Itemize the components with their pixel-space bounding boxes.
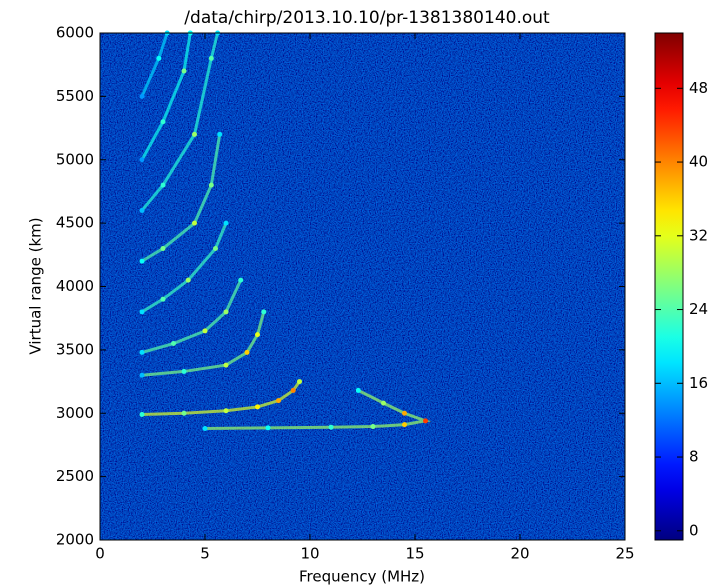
echo-point <box>139 207 145 213</box>
y-tick-label: 4500 <box>56 214 94 232</box>
colorbar-tick-label: 40 <box>689 153 708 171</box>
colorbar-tick-label: 8 <box>689 448 699 466</box>
echo-point <box>402 422 407 428</box>
x-tick-label: 0 <box>95 545 105 563</box>
echo-point <box>160 182 166 188</box>
y-tick-label: 2500 <box>56 467 94 485</box>
echo-point <box>139 157 145 163</box>
echo-point <box>171 341 176 347</box>
x-tick-label: 25 <box>615 545 634 563</box>
chart-title: /data/chirp/2013.10.10/pr-1381380140.out <box>184 8 550 28</box>
echo-point <box>160 119 166 125</box>
echo-point <box>255 404 260 410</box>
echo-point <box>297 379 302 385</box>
echo-point <box>139 93 145 99</box>
echo-point <box>223 220 229 226</box>
x-axis-label: Frequency (MHz) <box>299 568 425 586</box>
echo-trace <box>140 32 192 161</box>
colorbar-tick-label: 16 <box>689 374 708 392</box>
y-tick-label: 4000 <box>56 277 94 295</box>
echo-point <box>276 398 281 404</box>
echo-point <box>139 372 145 378</box>
echo-point <box>290 387 296 393</box>
x-tick-label: 15 <box>405 545 424 563</box>
echo-trace <box>141 311 266 377</box>
x-tick-label: 5 <box>200 545 210 563</box>
echo-point <box>265 425 271 431</box>
echo-point <box>156 55 162 61</box>
y-tick-label: 6000 <box>56 24 94 42</box>
echo-point <box>185 277 191 283</box>
y-tick-label: 5500 <box>56 87 94 105</box>
echo-point <box>139 309 145 315</box>
colorbar-tick-label: 24 <box>689 300 708 318</box>
colorbar-tick-label: 48 <box>689 79 708 97</box>
echo-point <box>181 68 187 74</box>
echo-point <box>139 258 145 264</box>
echo-point <box>192 220 197 226</box>
colorbar <box>654 32 684 541</box>
noise-texture <box>100 33 625 540</box>
echo-point <box>202 425 208 431</box>
echo-point <box>217 131 223 137</box>
echo-point <box>160 245 166 251</box>
echo-point <box>328 424 334 430</box>
y-tick-label: 2000 <box>56 531 94 549</box>
echo-point <box>223 309 229 315</box>
x-tick-label: 10 <box>300 545 319 563</box>
echo-point <box>192 131 197 137</box>
colorbar-tick-label: 32 <box>689 226 708 244</box>
echo-point <box>244 349 250 355</box>
echo-point <box>208 55 214 61</box>
echo-point <box>355 387 361 393</box>
x-tick-label: 20 <box>510 545 529 563</box>
echo-point <box>213 245 218 251</box>
echo-point <box>160 296 166 302</box>
echo-point <box>423 418 428 424</box>
echo-point <box>370 424 376 430</box>
echo-point <box>181 368 187 374</box>
colorbar-tick-label: 0 <box>689 521 699 539</box>
echo-point <box>261 309 267 315</box>
y-tick-label: 5000 <box>56 150 94 168</box>
echo-point <box>208 182 214 188</box>
echo-point <box>139 349 145 355</box>
echo-point <box>223 408 229 414</box>
echo-point <box>223 362 229 368</box>
echo-point <box>202 328 208 334</box>
echo-point <box>402 410 407 416</box>
y-tick-label: 3500 <box>56 340 94 358</box>
echo-point <box>181 410 187 416</box>
y-tick-label: 3000 <box>56 404 94 422</box>
echo-point <box>255 332 260 338</box>
echo-point <box>381 400 386 406</box>
y-axis-label: Virtual range (km) <box>27 217 45 354</box>
echo-point <box>139 412 145 418</box>
echo-point <box>238 277 244 283</box>
